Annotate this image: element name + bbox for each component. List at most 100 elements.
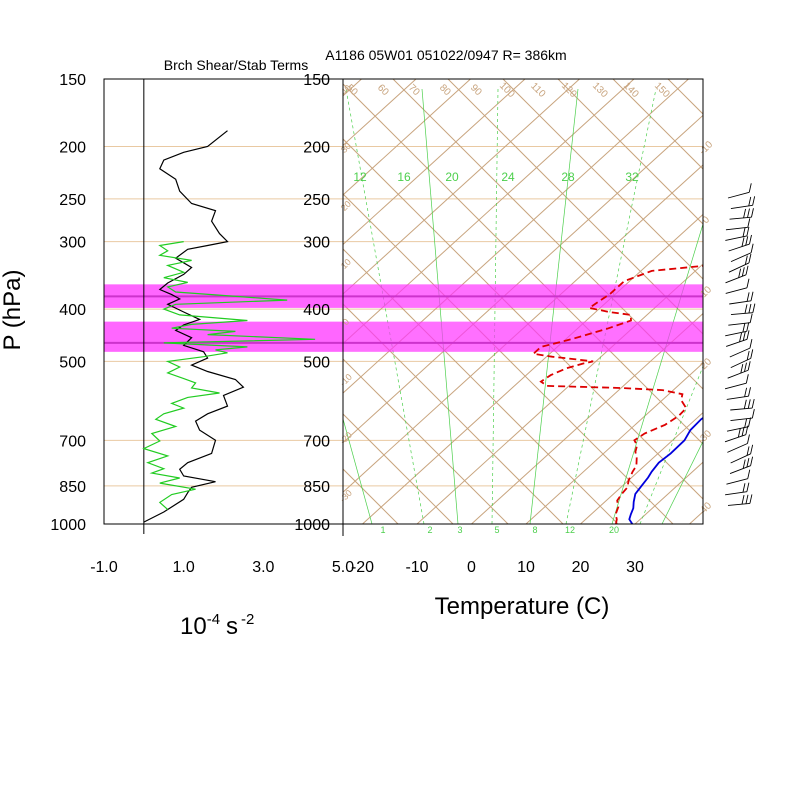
wind-barb-25 — [730, 453, 751, 464]
right-x-tick-1: -10 — [405, 559, 428, 576]
wind-barb-flag-21-0 — [751, 408, 755, 419]
left-y-tick-1000: 1000 — [50, 517, 86, 534]
isotherm-10 — [525, 362, 703, 524]
dry-adiabat--3 — [0, 44, 178, 524]
wind-barb-flag-19-0 — [748, 387, 751, 397]
skewt-background-lines — [0, 44, 800, 524]
dry-adiabat-0 — [343, 523, 344, 524]
wind-barb-flag-27-0 — [747, 469, 751, 479]
dry-adiabat-16 — [743, 44, 800, 524]
wind-barb-flag-22-0 — [748, 417, 752, 427]
left-x-tick-1: 1.0 — [173, 559, 195, 576]
wind-barb-5 — [728, 243, 750, 252]
right-x-tick-4: 20 — [572, 559, 590, 576]
right-y-tick-labels: 150 200 250 300 400 500 700 850 1000 — [294, 72, 330, 534]
wind-barb-flag-2-1 — [747, 208, 750, 218]
wind-barb-flag-14-0 — [746, 330, 750, 340]
left-panel-title: Brch Shear/Stab Terms — [164, 57, 308, 73]
theta-top-label-80: 80 — [437, 82, 453, 98]
theta-right-label-0: -10 — [697, 139, 715, 157]
wind-barb-flag-7-1 — [744, 255, 748, 265]
wind-barb-15 — [729, 347, 751, 358]
theta-right-label-1: 0 — [700, 214, 712, 226]
wind-barb-flag-20-0 — [751, 398, 755, 409]
wind-barb-flag-23-0 — [745, 425, 749, 435]
theta-top-label-70: 70 — [406, 82, 422, 98]
mixing-ratio-bottom-label-1: 2 — [427, 525, 432, 535]
wind-barb-flag-9-0 — [746, 278, 750, 288]
wind-barb-flag-22-1 — [744, 418, 748, 428]
wind-barb-22 — [726, 426, 749, 432]
right-y-tick-200: 200 — [303, 139, 330, 156]
wind-barb-flag-14-1 — [742, 331, 746, 341]
wind-barb-flag-2-2 — [743, 208, 747, 219]
mixing-ratio-line-1 — [345, 88, 425, 524]
mixing-ratio-bottom-label-3: 5 — [494, 525, 499, 535]
dry-adiabat-4 — [343, 303, 564, 524]
wind-barb-flag-16-0 — [750, 349, 754, 359]
dry-adiabat--2 — [0, 44, 233, 524]
dry-adiabat-5 — [343, 248, 619, 524]
wind-barb-2 — [729, 216, 752, 220]
mixing-ratio-bottom-label-0: 1 — [380, 525, 385, 535]
right-y-tick-500: 500 — [303, 354, 330, 371]
theta-right-label-3: 20 — [698, 356, 714, 372]
wind-barb-flag-25-1 — [746, 446, 750, 456]
theta-top-label-140: 140 — [621, 80, 641, 100]
wind-barb-flag-19-1 — [744, 387, 748, 397]
dry-adiabat-14 — [667, 79, 703, 115]
right-y-tick-250: 250 — [303, 192, 330, 209]
dry-adiabat-11 — [502, 79, 703, 280]
wind-barb-flag-3-0 — [747, 218, 751, 228]
dry-adiabat-7 — [343, 138, 703, 500]
wind-barb-flag-11-2 — [744, 304, 748, 314]
isotherm--90 — [343, 79, 471, 196]
wind-barb-flag-17-0 — [747, 361, 751, 371]
wind-barb-flag-24-0 — [747, 434, 750, 444]
wind-barb-10 — [729, 300, 752, 305]
wind-barb-23 — [724, 434, 746, 443]
left-x-tick-labels: -1.0 1.0 3.0 5.0 — [90, 559, 354, 576]
mixing-ratio-label-24: 24 — [501, 170, 515, 184]
dry-adiabat-9 — [392, 79, 703, 390]
wind-barb-flag-14-2 — [739, 332, 742, 342]
dry-adiabat-12 — [557, 79, 703, 225]
wind-barb-flag-8-0 — [745, 265, 749, 275]
mixing-ratio-label-32: 32 — [625, 170, 639, 184]
wind-barb-flag-15-0 — [749, 339, 753, 349]
left-highlight-band-1 — [104, 321, 343, 352]
wind-barb-flag-8-1 — [741, 267, 745, 277]
wind-barb-flag-5-0 — [749, 234, 752, 245]
isotherm-0 — [471, 312, 703, 524]
wind-barb-20 — [730, 407, 753, 411]
wind-barb-flag-5-2 — [741, 237, 745, 247]
left-y-tick-300: 300 — [59, 235, 86, 252]
wind-barb-flag-16-1 — [746, 350, 750, 361]
right-highlight-band-1 — [343, 321, 703, 352]
theta-top-label-130: 130 — [590, 80, 610, 100]
skewt-series — [531, 265, 703, 524]
mixing-ratio-bottom-label-6: 20 — [609, 525, 619, 535]
mixing-ratio-bottom-label-2: 3 — [457, 525, 462, 535]
wind-barb-flag-6-0 — [750, 243, 754, 253]
wind-barb-flag-5-1 — [745, 236, 749, 246]
mixing-ratio-bottom-label-5: 12 — [565, 525, 575, 535]
right-y-tick-150: 150 — [303, 72, 330, 89]
right-x-tick-5: 30 — [626, 559, 644, 576]
wind-barb-flag-10-0 — [750, 291, 754, 301]
theta-left-label-1: 30 — [339, 141, 353, 155]
wind-barb-flag-23-1 — [741, 426, 745, 437]
wind-barb-7 — [728, 262, 750, 273]
right-x-tick-3: 10 — [517, 559, 535, 576]
dry-adiabat-13 — [612, 79, 703, 170]
mixing-ratio-bottom-label-4: 8 — [532, 525, 537, 535]
wind-barb-24 — [727, 443, 748, 453]
left-y-tick-400: 400 — [59, 302, 86, 319]
y-axis-title: P (hPa) — [0, 270, 26, 351]
wind-barb-9 — [725, 287, 748, 294]
theta-top-label-60: 60 — [375, 82, 391, 98]
theta-left-label-6: -20 — [338, 430, 354, 446]
skewt-panel-frame — [342, 78, 704, 525]
wind-barb-flag-29-2 — [741, 495, 745, 505]
left-y-tick-500: 500 — [59, 354, 86, 371]
